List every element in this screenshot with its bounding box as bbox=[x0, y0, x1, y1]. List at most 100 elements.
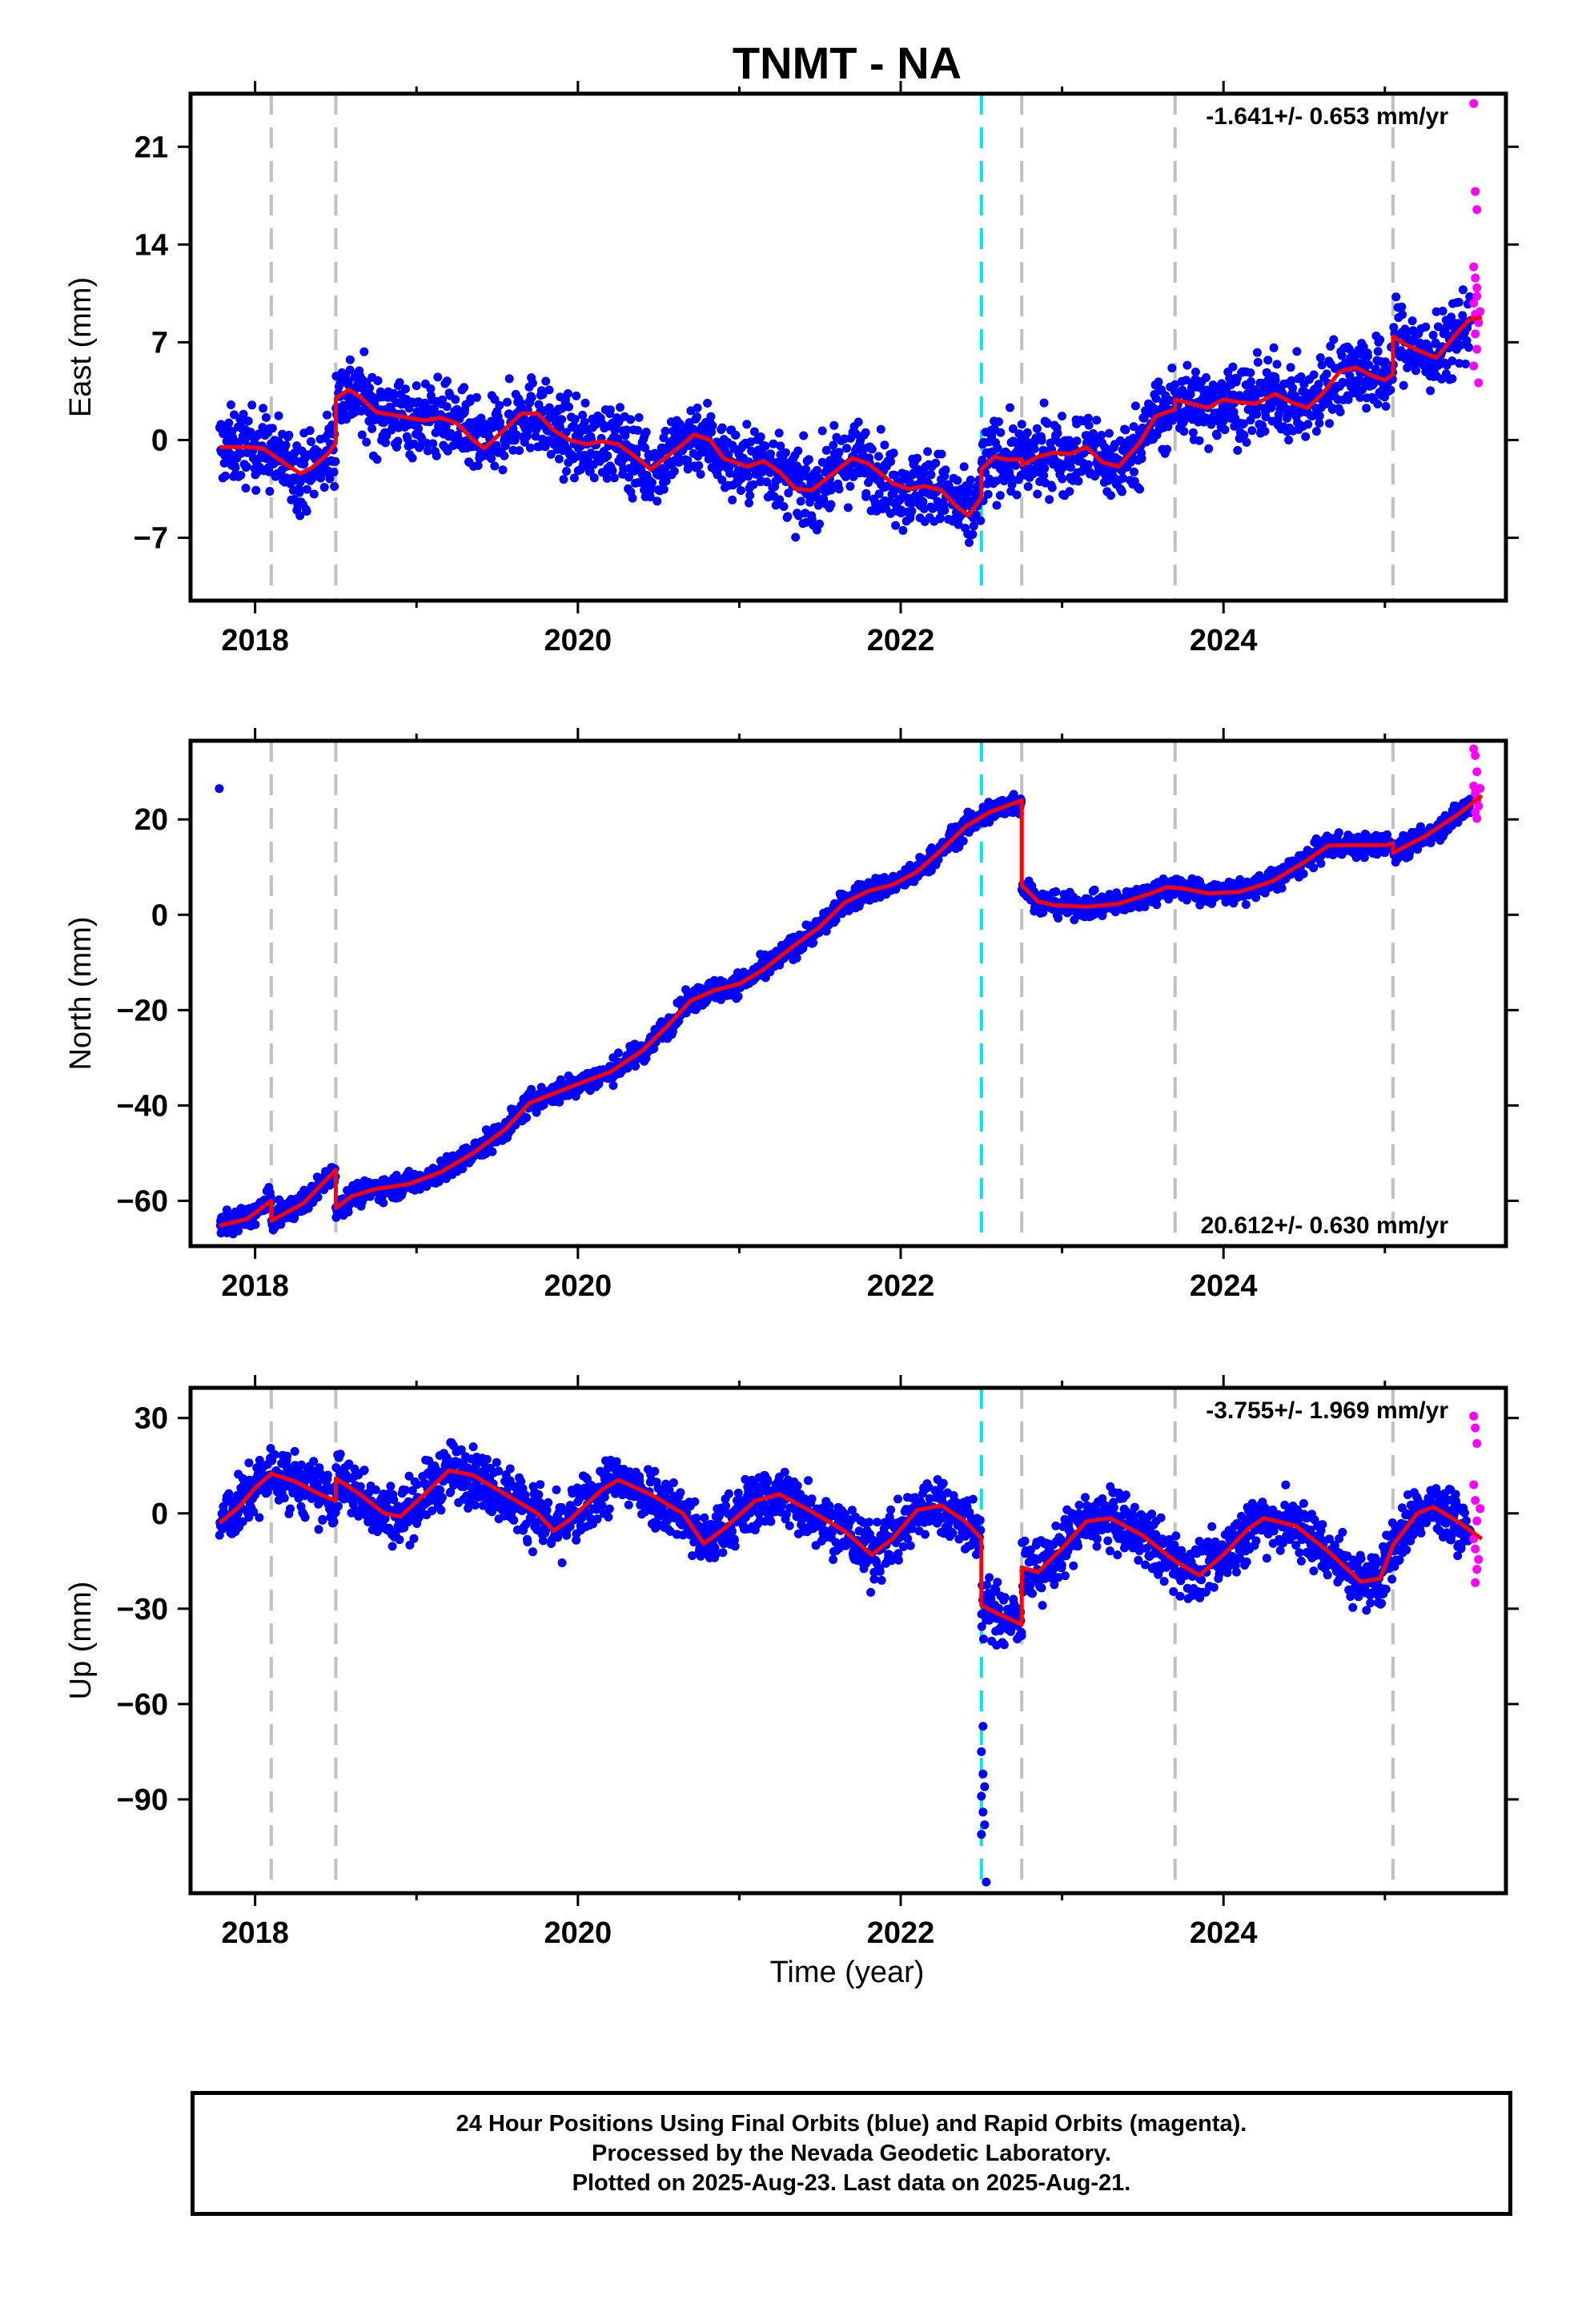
data-point bbox=[1233, 445, 1243, 455]
data-point bbox=[227, 400, 235, 409]
data-point bbox=[633, 426, 643, 435]
data-point bbox=[608, 466, 617, 475]
data-point bbox=[381, 438, 391, 448]
data-point bbox=[379, 1198, 388, 1208]
data-point bbox=[1247, 426, 1257, 436]
data-point bbox=[983, 489, 993, 499]
data-point bbox=[372, 455, 382, 464]
data-point bbox=[251, 1220, 260, 1229]
chart-title: TNMT - NA bbox=[733, 38, 962, 88]
data-point bbox=[1118, 473, 1128, 483]
data-point bbox=[1225, 373, 1235, 383]
data-point bbox=[749, 480, 758, 489]
data-point bbox=[259, 404, 268, 413]
data-point bbox=[769, 439, 778, 448]
data-point bbox=[578, 410, 588, 420]
data-point bbox=[416, 442, 425, 452]
data-point bbox=[515, 446, 524, 456]
data-point bbox=[784, 489, 793, 498]
data-point bbox=[1261, 412, 1271, 421]
data-point bbox=[1121, 425, 1130, 435]
data-point bbox=[1328, 404, 1338, 413]
data-point bbox=[473, 460, 483, 470]
rapid-point bbox=[1474, 378, 1484, 388]
data-point bbox=[472, 392, 481, 402]
data-point bbox=[1317, 360, 1327, 370]
data-point bbox=[829, 420, 839, 430]
data-point bbox=[954, 520, 963, 529]
data-point bbox=[1246, 368, 1255, 377]
data-point bbox=[940, 505, 950, 515]
data-point bbox=[1051, 887, 1061, 896]
data-point bbox=[880, 440, 889, 450]
data-point bbox=[953, 476, 962, 485]
rapid-point bbox=[1469, 99, 1479, 108]
data-point bbox=[309, 489, 319, 499]
data-point bbox=[842, 444, 851, 453]
data-point bbox=[295, 488, 304, 497]
data-point bbox=[557, 415, 567, 424]
data-point bbox=[414, 424, 424, 433]
data-point bbox=[1104, 428, 1114, 438]
data-point bbox=[1090, 885, 1099, 895]
data-point bbox=[661, 476, 671, 486]
data-point bbox=[1325, 419, 1334, 428]
data-point bbox=[281, 440, 291, 450]
data-point bbox=[246, 428, 255, 437]
data-point bbox=[1117, 487, 1126, 497]
data-point bbox=[544, 385, 554, 395]
data-point bbox=[357, 430, 367, 440]
y-tick-label: −7 bbox=[134, 522, 168, 556]
data-point bbox=[781, 448, 790, 457]
data-point bbox=[965, 538, 974, 547]
data-point bbox=[1431, 307, 1441, 316]
data-point bbox=[941, 465, 950, 475]
data-point bbox=[851, 429, 861, 439]
data-point bbox=[1219, 417, 1227, 427]
data-point bbox=[1357, 385, 1367, 395]
x-tick-label: 2018 bbox=[221, 624, 289, 657]
data-point bbox=[367, 424, 377, 433]
data-point bbox=[1167, 364, 1177, 373]
data-point bbox=[733, 991, 743, 1001]
data-point bbox=[564, 402, 573, 412]
data-point bbox=[746, 437, 756, 447]
data-point bbox=[1334, 828, 1343, 838]
data-point bbox=[1454, 297, 1464, 307]
rapid-point bbox=[1471, 187, 1480, 196]
data-point bbox=[661, 426, 670, 436]
rapid-point bbox=[1476, 307, 1485, 316]
data-point bbox=[345, 355, 355, 364]
data-point bbox=[926, 470, 936, 480]
data-point bbox=[731, 430, 741, 440]
data-point bbox=[1373, 347, 1383, 356]
data-point bbox=[696, 469, 705, 479]
data-point bbox=[1277, 883, 1287, 893]
data-point bbox=[239, 409, 248, 419]
data-point bbox=[1413, 845, 1423, 854]
data-point bbox=[821, 445, 831, 455]
data-point bbox=[531, 432, 540, 441]
data-point bbox=[589, 473, 599, 483]
data-point bbox=[622, 425, 632, 435]
data-point bbox=[1039, 398, 1049, 408]
data-point bbox=[1383, 830, 1392, 839]
data-point bbox=[365, 384, 375, 392]
data-point bbox=[976, 516, 986, 525]
data-point bbox=[804, 455, 813, 464]
data-point bbox=[242, 462, 251, 472]
data-point bbox=[241, 484, 251, 493]
data-point bbox=[325, 474, 335, 484]
data-point bbox=[1303, 420, 1313, 429]
data-point bbox=[1152, 900, 1162, 910]
data-point bbox=[412, 381, 421, 391]
data-point bbox=[503, 397, 512, 407]
data-point bbox=[1252, 348, 1262, 357]
data-point bbox=[1309, 863, 1319, 873]
data-point bbox=[395, 378, 404, 388]
data-point bbox=[817, 426, 827, 436]
data-point bbox=[1438, 306, 1447, 316]
data-point bbox=[969, 521, 978, 531]
